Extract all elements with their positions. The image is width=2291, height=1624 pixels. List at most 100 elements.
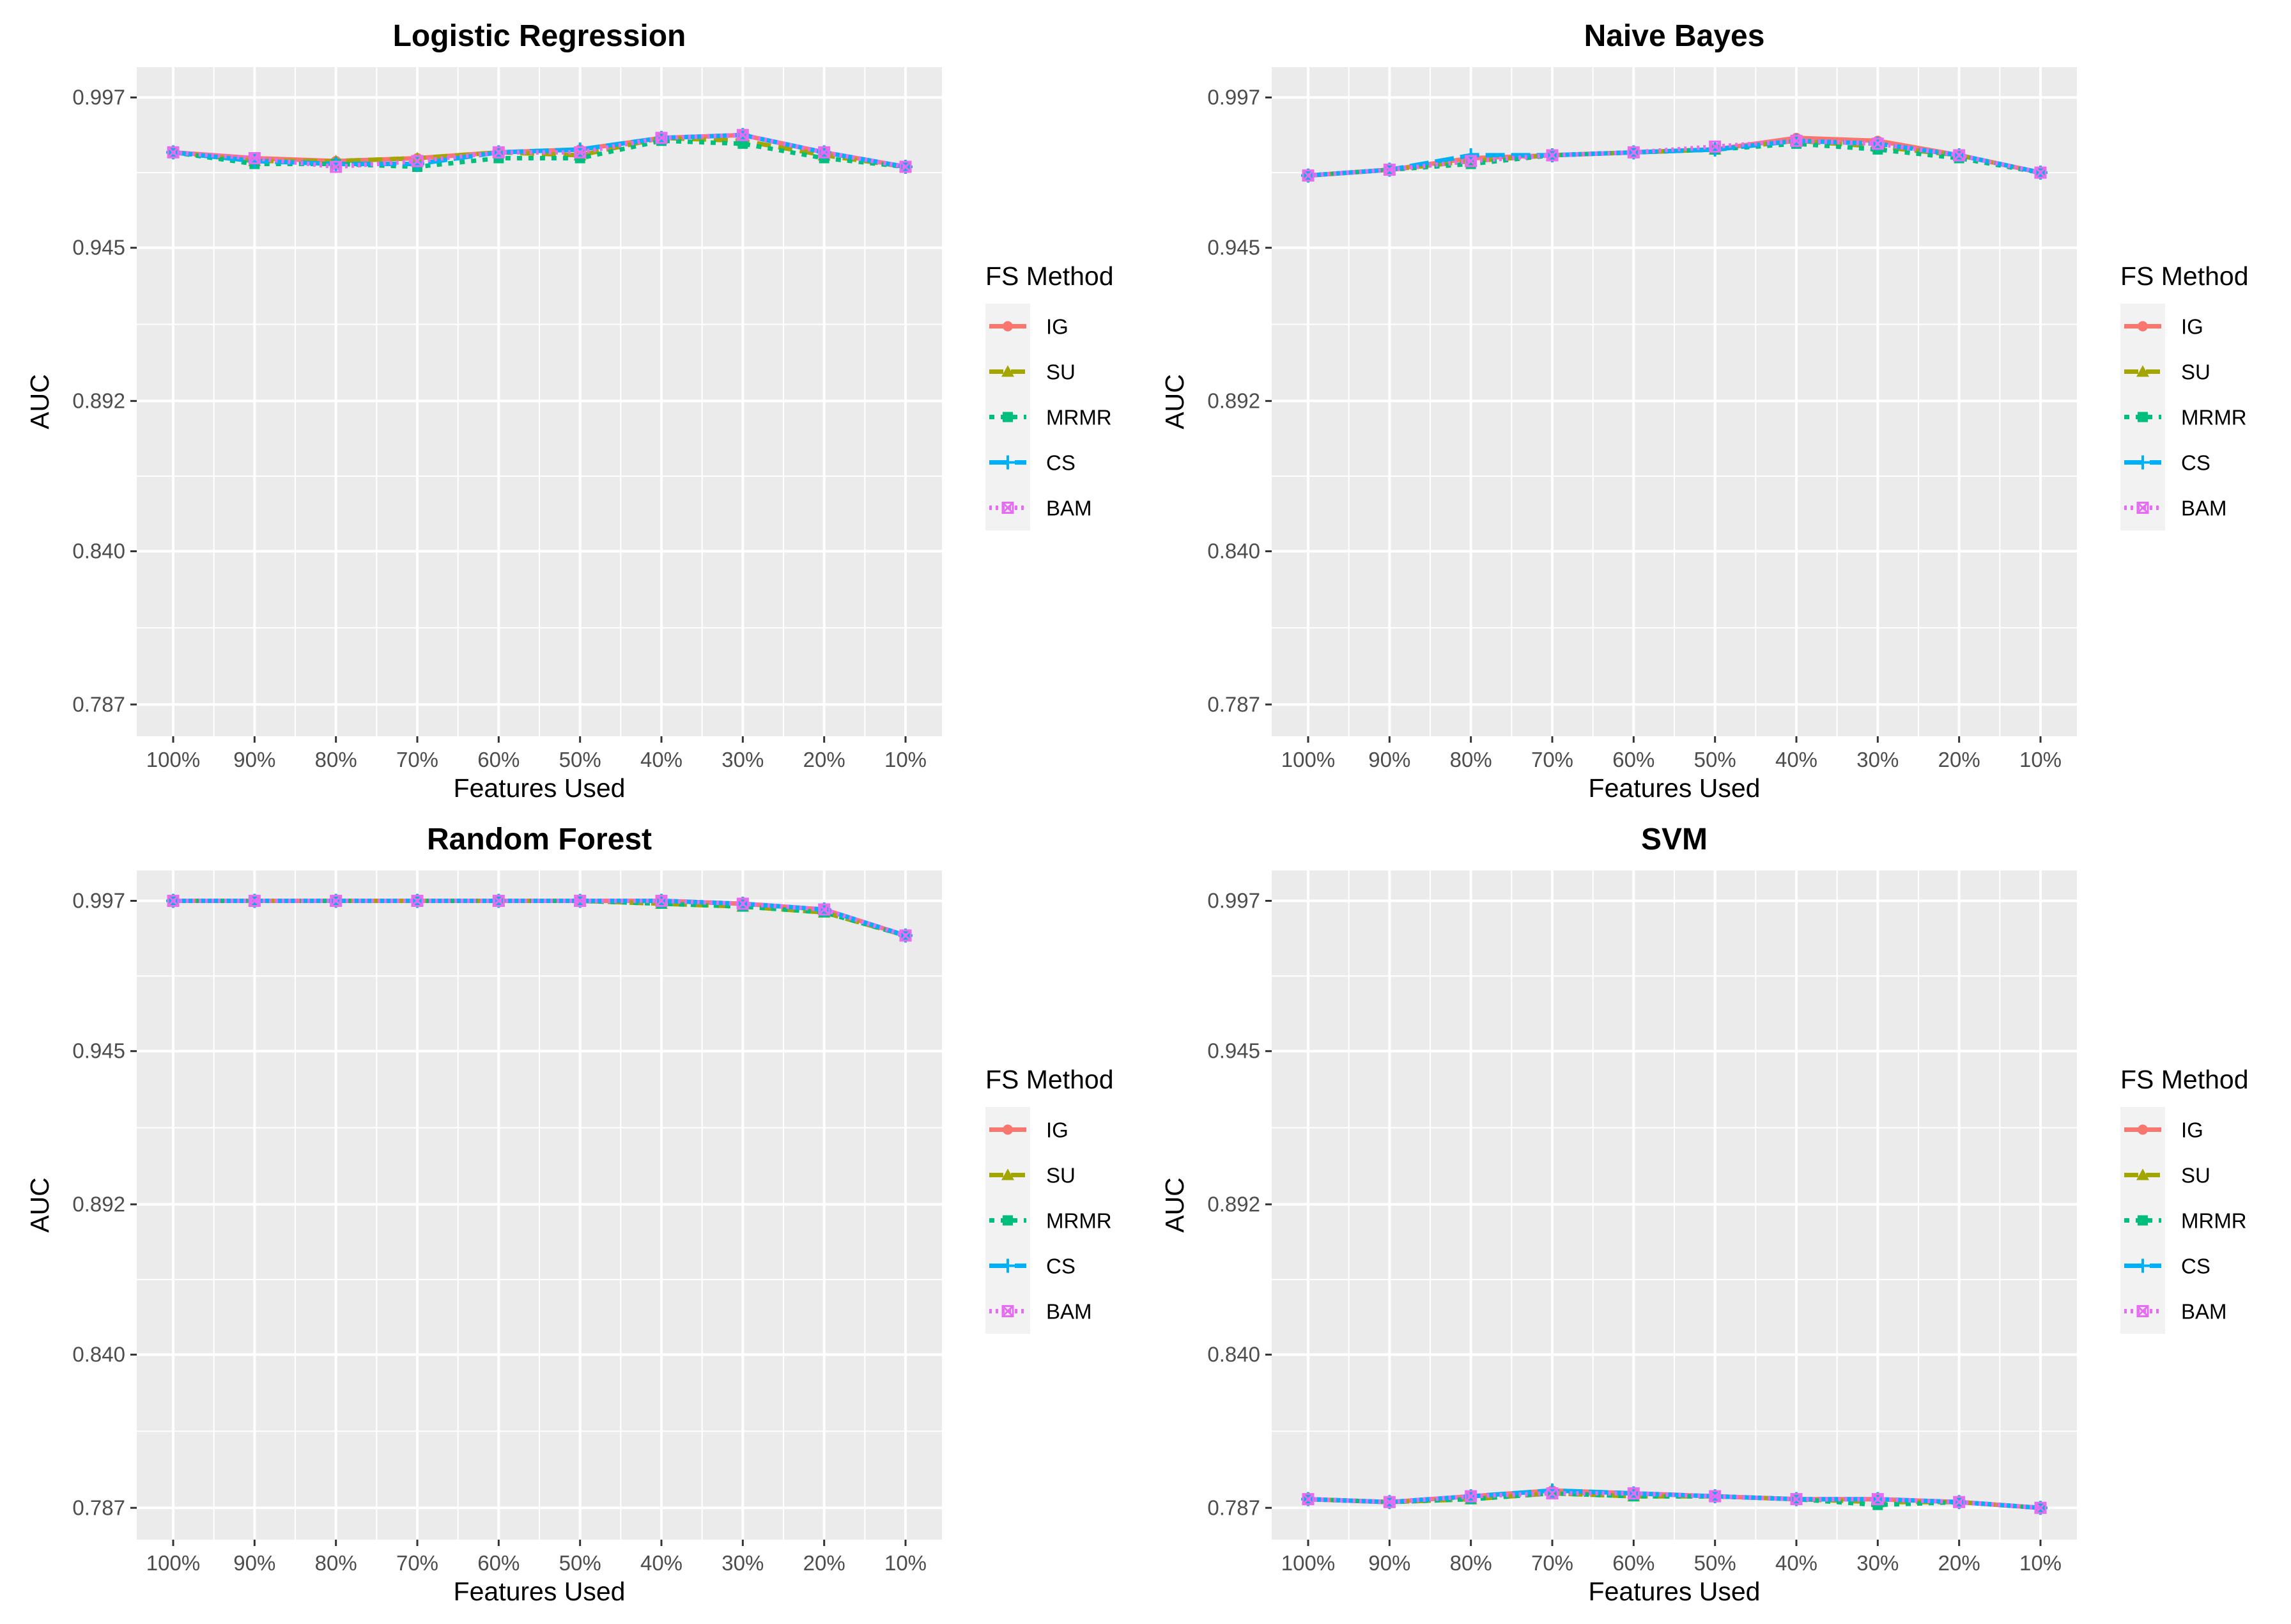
data-point-bam [330,894,343,907]
x-tick-label: 70% [396,748,438,771]
legend-item-bam: BAM [2124,1300,2227,1324]
data-point-bam [167,146,180,159]
legend-item-cs: CS [2124,451,2210,475]
data-point-bam [1790,134,1803,147]
legend-label: CS [1046,451,1076,475]
legend-key-marker [2138,412,2148,422]
data-point-bam [1871,137,1884,150]
x-tick-label: 20% [803,748,845,771]
legend-key-marker [2136,1168,2149,1180]
y-tick-label: 0.945 [1207,236,1260,259]
y-tick-label: 0.997 [1207,888,1260,912]
x-tick-label: 100% [1281,1551,1335,1575]
legend-label: SU [2181,360,2210,384]
x-tick-label: 70% [396,1551,438,1575]
y-axis-title: AUC [25,374,54,429]
x-tick-label: 60% [477,1551,520,1575]
legend-key-marker [2138,1215,2148,1226]
data-point-bam [1302,1493,1315,1506]
legend-key-marker [1001,502,1014,514]
legend-label: MRMR [1046,406,1112,429]
series-line-bam [173,132,906,169]
x-tick-label: 80% [315,748,357,771]
data-point-bam [899,929,912,942]
panel-title: Naive Bayes [1584,19,1765,53]
data-point-bam [248,894,261,907]
x-tick-label: 50% [559,748,601,771]
legend: FS Method IG SU MRMR CS BAM [2120,261,2249,530]
y-tick-label: 0.840 [72,539,125,563]
data-point-bam [899,160,912,173]
legend-item-mrmr: MRMR [2124,406,2247,429]
series-bam [1302,134,2047,182]
data-point-bam [818,146,831,159]
legend-item-ig: IG [989,315,1068,339]
data-point-bam [1953,149,1966,162]
legend: FS Method IG SU MRMR CS BAM [985,261,1114,530]
x-tick-label: 100% [1281,748,1335,771]
series-bam [1302,1487,2047,1514]
legend-item-su: SU [989,1164,1076,1187]
x-tick-label: 70% [1531,748,1573,771]
series-line-cs [173,132,906,169]
series-line-bam [173,899,907,938]
x-axis-title: Features Used [454,773,626,803]
legend-item-su: SU [2124,1164,2210,1187]
data-point-bam [492,146,505,159]
data-point-bam [1546,1487,1559,1500]
x-tick-label: 40% [640,1551,683,1575]
legend-label: IG [2181,315,2203,339]
legend-label: SU [1046,360,1076,384]
y-tick-label: 0.840 [1207,1343,1260,1366]
legend-item-cs: CS [2124,1255,2210,1278]
data-point-bam [1546,149,1559,162]
x-axis-title: Features Used [1589,773,1761,803]
x-tick-label: 60% [1612,1551,1655,1575]
x-tick-label: 60% [477,748,520,771]
panel-title: SVM [1641,823,1708,856]
data-point-bam [411,894,424,907]
data-point-bam [574,146,587,159]
series-line-mrmr [1307,141,2041,178]
y-tick-label: 0.892 [72,1192,125,1216]
x-tick-label: 30% [721,748,764,771]
x-tick-label: 30% [1856,1551,1899,1575]
y-tick-label: 0.945 [1207,1039,1260,1063]
x-axis-title: Features Used [454,1577,626,1606]
legend-key-marker [2136,1305,2149,1317]
x-tick-label: 30% [1856,748,1899,771]
legend-item-su: SU [2124,360,2210,384]
y-tick-label: 0.997 [72,888,125,912]
legend-item-ig: IG [2124,1118,2203,1142]
legend-label: SU [1046,1164,1076,1187]
x-tick-label: 10% [884,1551,927,1575]
legend-item-bam: BAM [989,1300,1092,1324]
x-tick-label: 20% [1938,748,1980,771]
x-tick-label: 40% [1775,1551,1817,1575]
y-tick-label: 0.840 [72,1343,125,1366]
legend-label: BAM [1046,1300,1092,1324]
data-point-bam [655,894,668,907]
legend-label: IG [2181,1118,2203,1142]
legend-label: IG [1046,1118,1068,1142]
x-tick-label: 30% [721,1551,764,1575]
legend-key-marker [1001,1168,1014,1180]
y-axis-title: AUC [1160,374,1189,429]
series-line-bam [1307,138,2041,178]
panel-1: 0.787 0.840 0.892 0.945 0.997 100% 90% 80% 70% 60… [1160,19,2249,803]
data-point-bam [1627,146,1640,159]
y-tick-label: 0.787 [1207,1496,1260,1519]
legend-label: CS [1046,1255,1076,1278]
legend-label: IG [1046,315,1068,339]
series-line-cs [1307,138,2041,178]
legend-item-bam: BAM [2124,497,2227,520]
data-point-bam [2034,166,2047,179]
x-tick-label: 90% [233,748,275,771]
data-point-bam [411,155,424,167]
x-tick-label: 50% [1694,748,1736,771]
legend: FS Method IG SU MRMR CS BAM [985,1065,1114,1334]
y-tick-label: 0.787 [72,1496,125,1519]
legend-title: FS Method [985,1065,1114,1094]
legend-item-mrmr: MRMR [989,1209,1112,1233]
